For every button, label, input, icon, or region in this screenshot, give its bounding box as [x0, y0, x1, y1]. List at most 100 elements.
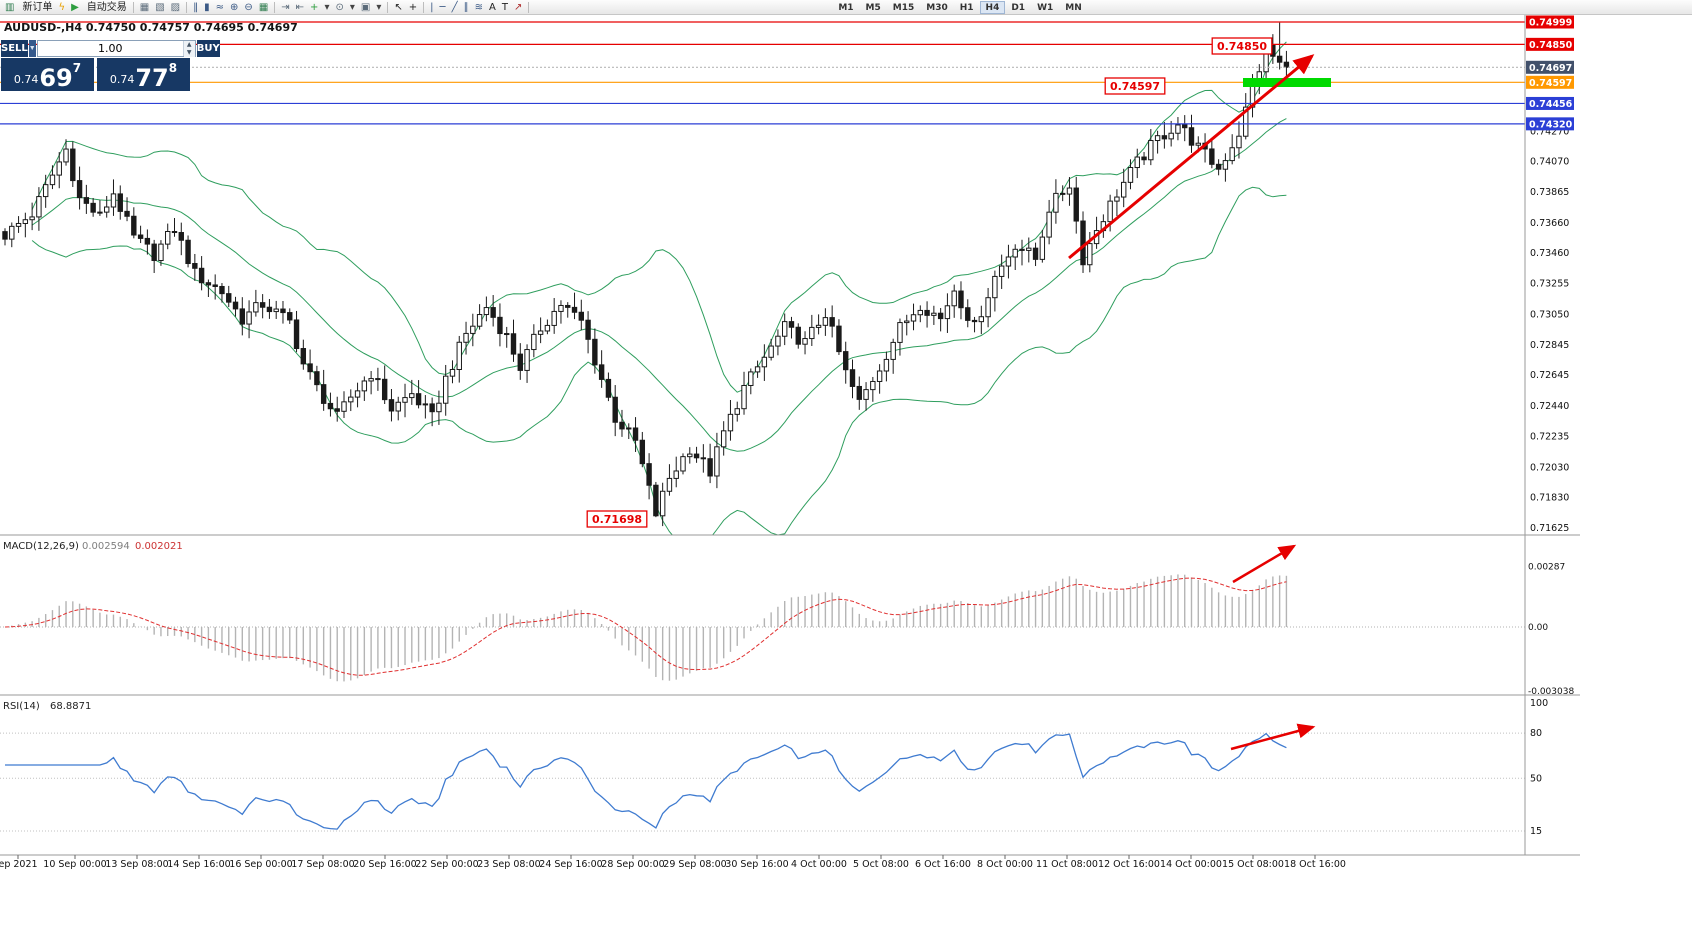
autotrading-button[interactable]: 自动交易: [82, 0, 130, 14]
autotrading-lightning-icon[interactable]: ϟ: [55, 0, 68, 14]
cursor-icon[interactable]: ↖: [391, 0, 405, 14]
indicators-icon: +: [310, 1, 319, 13]
zoom-out-icon[interactable]: ⊖: [241, 0, 255, 14]
templates-dropdown-icon[interactable]: ▾: [373, 0, 384, 14]
volume-input[interactable]: [37, 41, 183, 56]
tile-windows-icon[interactable]: ▦: [256, 0, 271, 14]
timeframe-mn-button[interactable]: MN: [1059, 1, 1088, 14]
new-order-icon: ▥: [5, 1, 15, 13]
volume-field: ▲ ▼: [36, 40, 196, 57]
svg-text:11 Oct 08:00: 11 Oct 08:00: [1036, 859, 1098, 870]
timeframe-w1-button[interactable]: W1: [1031, 1, 1059, 14]
buy-price-pip: 8: [168, 61, 178, 75]
chart-shift-icon: ⇤: [295, 1, 305, 13]
cascade-windows-icon: ▨: [170, 1, 181, 13]
ohlc-bars-chart-icon[interactable]: ‖: [190, 0, 201, 14]
indicators-icon[interactable]: +: [307, 0, 321, 14]
indicators-dropdown-icon[interactable]: ▾: [321, 0, 332, 14]
highlight-band: [1243, 78, 1331, 87]
buy-button[interactable]: BUY: [196, 40, 220, 57]
trendline-icon[interactable]: ╱: [449, 0, 461, 14]
periods-dropdown-icon[interactable]: ▾: [347, 0, 358, 14]
buy-price-big: 77: [135, 64, 169, 92]
toolbar-separator: [274, 1, 276, 13]
svg-text:15 Oct 08:00: 15 Oct 08:00: [1222, 859, 1284, 870]
timeframe-m1-button[interactable]: M1: [832, 1, 859, 14]
cascade-windows-icon[interactable]: ▨: [168, 0, 183, 14]
timeframe-m30-button[interactable]: M30: [920, 1, 953, 14]
line-chart-icon[interactable]: ≈: [213, 0, 227, 14]
autotrading-play-icon[interactable]: ▶: [68, 0, 82, 14]
svg-text:RSI(14): RSI(14): [3, 701, 40, 712]
chart-symbol-ohlc-label: AUDUSD-,H4 0.74750 0.74757 0.74695 0.746…: [4, 21, 298, 34]
text-label-icon[interactable]: T: [499, 0, 511, 14]
volume-down-icon[interactable]: ▼: [183, 49, 195, 57]
text-icon: A: [488, 1, 496, 13]
horizontal-lines: [0, 21, 1525, 125]
svg-text:0.72645: 0.72645: [1530, 370, 1569, 381]
svg-text:0.72030: 0.72030: [1530, 462, 1569, 473]
svg-text:0.72845: 0.72845: [1530, 340, 1569, 351]
crosshair-icon[interactable]: +: [406, 0, 420, 14]
fibonacci-icon[interactable]: ≋: [472, 0, 486, 14]
new-order-button[interactable]: 新订单: [17, 0, 55, 14]
svg-text:15: 15: [1530, 826, 1542, 837]
svg-text:0.74850: 0.74850: [1217, 40, 1267, 53]
panel-separators: [0, 15, 1580, 856]
volume-up-icon[interactable]: ▲: [183, 41, 195, 49]
zoom-in-icon[interactable]: ⊕: [227, 0, 241, 14]
arrow-objects-icon[interactable]: ↗: [511, 0, 525, 14]
chart-shift-icon[interactable]: ⇤: [293, 0, 307, 14]
toolbar-separator: [528, 1, 530, 13]
timeframe-m5-button[interactable]: M5: [860, 1, 887, 14]
buy-price-button[interactable]: 0.74 77 8: [97, 58, 190, 91]
timeframe-d1-button[interactable]: D1: [1005, 1, 1031, 14]
svg-text:18 Oct 16:00: 18 Oct 16:00: [1284, 859, 1346, 870]
equidistant-channel-icon: ∥: [463, 1, 469, 13]
text-icon[interactable]: A: [486, 0, 499, 14]
svg-text:23 Sep 08:00: 23 Sep 08:00: [477, 859, 540, 870]
one-click-trading-panel: SELL ▼ ▲ ▼ BUY 0.74 69 7 0.74 77 8: [1, 40, 220, 91]
svg-text:80: 80: [1530, 728, 1542, 739]
svg-text:-0.003038: -0.003038: [1528, 687, 1574, 697]
svg-text:0.73050: 0.73050: [1530, 309, 1569, 320]
sell-price-pip: 7: [72, 61, 82, 75]
timeframe-m15-button[interactable]: M15: [887, 1, 920, 14]
svg-text:17 Sep 08:00: 17 Sep 08:00: [291, 859, 354, 870]
price-axis[interactable]: 0.74270 0.74070 0.73865 0.73660 0.73460 0.732…: [1526, 15, 1574, 838]
sell-button[interactable]: SELL: [1, 40, 28, 57]
text-label-icon: T: [501, 1, 508, 13]
new-order-button-label: 新订单: [22, 1, 53, 13]
toolbar-separator: [387, 1, 389, 13]
periods-clock-icon: ⊙: [335, 1, 344, 13]
chart-profiles-icon[interactable]: ▧: [152, 0, 167, 14]
order-type-dropdown[interactable]: ▼: [28, 40, 36, 57]
periods-clock-icon[interactable]: ⊙: [332, 0, 346, 14]
timeframe-h1-button[interactable]: H1: [954, 1, 980, 14]
svg-text:5 Oct 08:00: 5 Oct 08:00: [853, 859, 909, 870]
new-order-icon[interactable]: ▥: [2, 0, 17, 14]
svg-text:0.73865: 0.73865: [1530, 187, 1569, 198]
svg-text:0.74999: 0.74999: [1529, 18, 1572, 29]
new-chart-icon[interactable]: ▦: [137, 0, 152, 14]
timeframe-h4-button[interactable]: H4: [979, 0, 1006, 14]
sell-price-button[interactable]: 0.74 69 7: [1, 58, 94, 91]
rsi-panel: RSI(14) 68.8871: [0, 701, 1525, 832]
candlestick-chart-icon[interactable]: ▮: [201, 0, 213, 14]
equidistant-channel-icon[interactable]: ∥: [461, 0, 472, 14]
horizontal-line-icon[interactable]: ─: [437, 0, 449, 14]
svg-text:14 Sep 16:00: 14 Sep 16:00: [167, 859, 230, 870]
auto-scroll-icon[interactable]: ⇥: [278, 0, 292, 14]
svg-text:4 Oct 00:00: 4 Oct 00:00: [791, 859, 847, 870]
svg-text:0.00287: 0.00287: [1528, 563, 1565, 573]
vertical-line-icon[interactable]: |: [427, 0, 436, 14]
svg-text:50: 50: [1530, 773, 1542, 784]
templates-dropdown-icon: ▾: [376, 1, 382, 13]
svg-text:0.74456: 0.74456: [1529, 99, 1573, 110]
toolbar-separator: [132, 1, 134, 13]
autotrading-play-icon: ▶: [71, 1, 79, 13]
templates-icon[interactable]: ▣: [358, 0, 373, 14]
